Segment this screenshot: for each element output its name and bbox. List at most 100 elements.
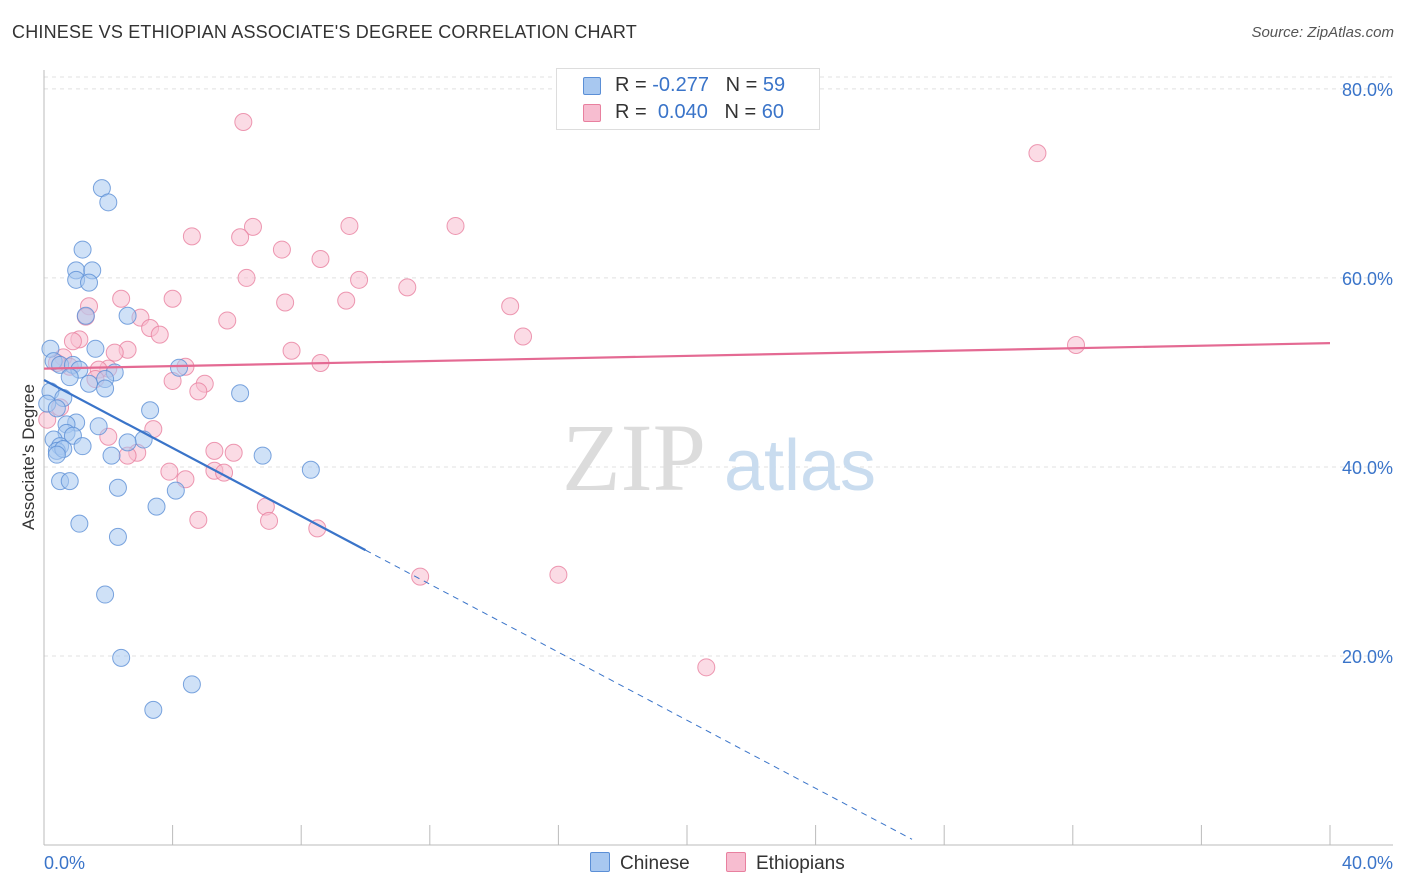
chinese-point xyxy=(118,306,137,325)
ethiopian-point xyxy=(276,293,295,312)
chinese-point xyxy=(47,399,66,418)
chinese-point xyxy=(86,339,105,358)
ethiopian-point xyxy=(105,343,124,362)
ethiopian-point xyxy=(697,658,716,677)
ethiopian-point xyxy=(234,112,253,131)
trend-lines xyxy=(43,342,1331,840)
ethiopian-point xyxy=(160,462,179,481)
chinese-point xyxy=(166,481,185,500)
chinese-point xyxy=(96,379,115,398)
ethiopian-point xyxy=(398,278,417,297)
chinese-point xyxy=(141,401,160,420)
watermark: ZIP atlas xyxy=(562,404,876,511)
ethiopian-point xyxy=(311,250,330,269)
chinese-point xyxy=(301,460,320,479)
chinese-point xyxy=(118,433,137,452)
chinese-point xyxy=(76,306,95,325)
x-tick-label-max: 40.0% xyxy=(1342,853,1393,873)
ethiopian-point xyxy=(150,325,169,344)
ethiopian-swatch xyxy=(583,104,601,122)
ethiopian-point xyxy=(272,240,291,259)
chinese-point xyxy=(144,700,163,719)
ethiopian-point xyxy=(218,311,237,330)
ethiopian-point xyxy=(237,268,256,287)
ethiopian-point xyxy=(243,217,262,236)
y-tick-label: 40.0% xyxy=(1342,458,1393,478)
legend-label-ethiopians: Ethiopians xyxy=(756,853,845,874)
watermark-zip: ZIP xyxy=(562,404,706,511)
ethiopian-point xyxy=(446,216,465,235)
y-tick-label: 60.0% xyxy=(1342,269,1393,289)
chinese-point xyxy=(99,193,118,212)
watermark-atlas: atlas xyxy=(724,426,876,506)
chinese-point xyxy=(73,437,92,456)
chinese-point xyxy=(73,240,92,259)
n-value-ethiopians: 60 xyxy=(761,101,785,123)
chinese-point xyxy=(89,417,108,436)
y-tick-labels: 20.0% 40.0% 60.0% 80.0% xyxy=(1342,80,1393,667)
chinese-point xyxy=(112,648,131,667)
n-label: N = xyxy=(725,74,758,96)
chinese-point xyxy=(182,675,201,694)
legend-item-chinese[interactable]: Chinese xyxy=(590,852,690,875)
ethiopian-point xyxy=(1028,144,1047,163)
ethiopian-point xyxy=(1067,336,1086,355)
chinese-point xyxy=(96,585,115,604)
chinese-point xyxy=(60,368,79,387)
ethiopian-point xyxy=(260,511,279,530)
chinese-legend-swatch xyxy=(590,852,610,872)
chart-title: CHINESE VS ETHIOPIAN ASSOCIATE'S DEGREE … xyxy=(12,22,637,42)
y-tick-label: 20.0% xyxy=(1342,647,1393,667)
chinese-point xyxy=(47,445,66,464)
ethiopian-legend-swatch xyxy=(726,852,746,872)
ethiopian-point xyxy=(63,332,82,351)
ethiopian-point xyxy=(350,270,369,289)
chinese-trend-line xyxy=(43,379,367,552)
ethiopian-points xyxy=(38,112,1086,677)
chinese-point xyxy=(231,384,250,403)
chinese-point xyxy=(253,446,272,465)
ethiopian-point xyxy=(340,216,359,235)
stats-legend: R = -0.277 N = 59 R = 0.040 N = 60 xyxy=(556,68,820,130)
chinese-point xyxy=(108,527,127,546)
chinese-point xyxy=(80,374,99,393)
ethiopian-point xyxy=(163,289,182,308)
chinese-point xyxy=(170,358,189,377)
r-value-ethiopians: 0.040 xyxy=(657,101,708,123)
chinese-swatch xyxy=(583,77,601,95)
ethiopian-point xyxy=(549,565,568,584)
legend-item-ethiopians[interactable]: Ethiopians xyxy=(726,852,845,875)
axes xyxy=(43,70,1393,846)
chart-source: Source: ZipAtlas.com xyxy=(1251,24,1394,41)
ethiopian-point xyxy=(514,327,533,346)
n-value-chinese: 59 xyxy=(762,74,786,96)
ethiopian-point xyxy=(112,289,131,308)
ethiopian-point xyxy=(282,341,301,360)
chinese-trend-extension xyxy=(365,549,913,840)
x-tick-label-min: 0.0% xyxy=(44,853,85,873)
ethiopian-point xyxy=(231,228,250,247)
r-label: R = xyxy=(615,74,647,96)
series-legend: Chinese Ethiopians xyxy=(0,852,1406,878)
y-axis-title: Associate's Degree xyxy=(19,384,38,530)
chinese-point xyxy=(70,514,89,533)
ethiopian-point xyxy=(189,382,208,401)
r-value-chinese: -0.277 xyxy=(652,74,709,96)
r-label: R = xyxy=(615,101,647,123)
ethiopian-point xyxy=(501,297,520,316)
chinese-point xyxy=(108,478,127,497)
ethiopians-trend-line xyxy=(43,342,1331,370)
ethiopian-point xyxy=(224,443,243,462)
legend-label-chinese: Chinese xyxy=(620,853,690,874)
ethiopian-point xyxy=(205,441,224,460)
chinese-points xyxy=(38,179,320,719)
ethiopian-point xyxy=(337,291,356,310)
chinese-point xyxy=(102,446,121,465)
n-label: N = xyxy=(724,101,757,123)
ethiopian-point xyxy=(182,227,201,246)
chinese-point xyxy=(147,497,166,516)
ethiopian-point xyxy=(189,510,208,529)
y-tick-label: 80.0% xyxy=(1342,80,1393,100)
gridlines xyxy=(44,76,1393,657)
